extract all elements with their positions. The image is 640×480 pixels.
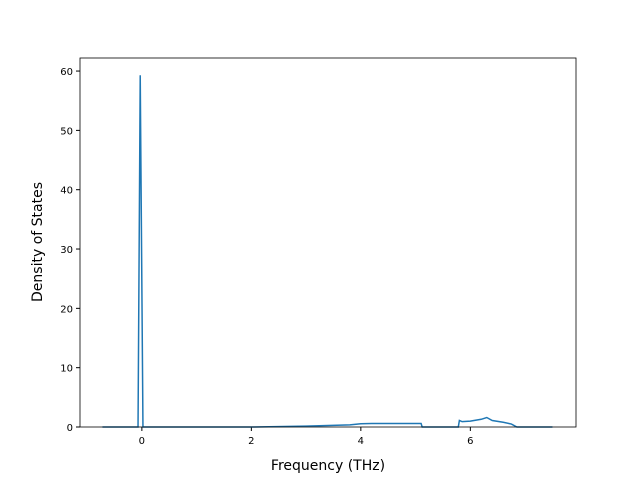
- x-axis-label: Frequency (THz): [271, 458, 385, 474]
- y-tick-label: 50: [60, 126, 73, 137]
- y-tick-label: 10: [60, 364, 73, 375]
- series-line: [102, 75, 553, 428]
- y-axis-label: Density of States: [30, 182, 46, 302]
- plot-frame: [79, 57, 577, 428]
- x-tick-label: 6: [467, 436, 473, 447]
- y-tick-label: 60: [60, 67, 73, 78]
- y-tick-label: 30: [60, 245, 73, 256]
- y-tick-label: 40: [60, 186, 73, 197]
- y-tick-label: 20: [60, 304, 73, 315]
- x-tick-label: 2: [248, 436, 254, 447]
- x-tick-label: 0: [139, 436, 145, 447]
- x-tick-label: 4: [358, 436, 364, 447]
- y-tick-label: 0: [67, 423, 73, 434]
